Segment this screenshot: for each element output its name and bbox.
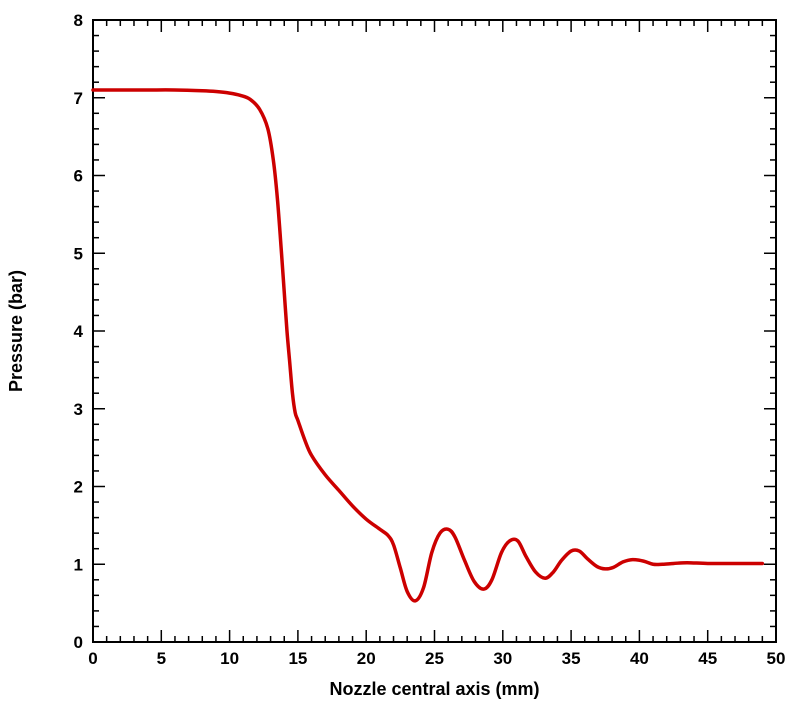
pressure-series-line: [91, 88, 765, 603]
x-tick-label: 35: [562, 649, 581, 668]
x-tick-label: 10: [220, 649, 239, 668]
y-tick-label: 0: [74, 633, 83, 652]
y-tick-label: 3: [74, 400, 83, 419]
axis-ticks: [92, 19, 777, 643]
x-tick-label: 40: [630, 649, 649, 668]
x-tick-label: 15: [288, 649, 307, 668]
x-tick-label: 5: [157, 649, 166, 668]
y-tick-label: 5: [74, 244, 83, 263]
x-tick-label: 25: [425, 649, 444, 668]
x-tick-label: 45: [698, 649, 717, 668]
y-tick-label: 6: [74, 167, 83, 186]
y-tick-label: 2: [74, 478, 83, 497]
x-tick-label: 30: [493, 649, 512, 668]
x-tick-label: 50: [767, 649, 786, 668]
x-axis-label: Nozzle central axis (mm): [329, 679, 539, 699]
y-tick-label: 4: [74, 322, 84, 341]
y-tick-label: 8: [74, 11, 83, 30]
x-tick-label: 0: [88, 649, 97, 668]
y-tick-label: 7: [74, 89, 83, 108]
x-tick-label: 20: [357, 649, 376, 668]
y-axis-label: Pressure (bar): [6, 270, 26, 392]
y-tick-label: 1: [74, 555, 83, 574]
